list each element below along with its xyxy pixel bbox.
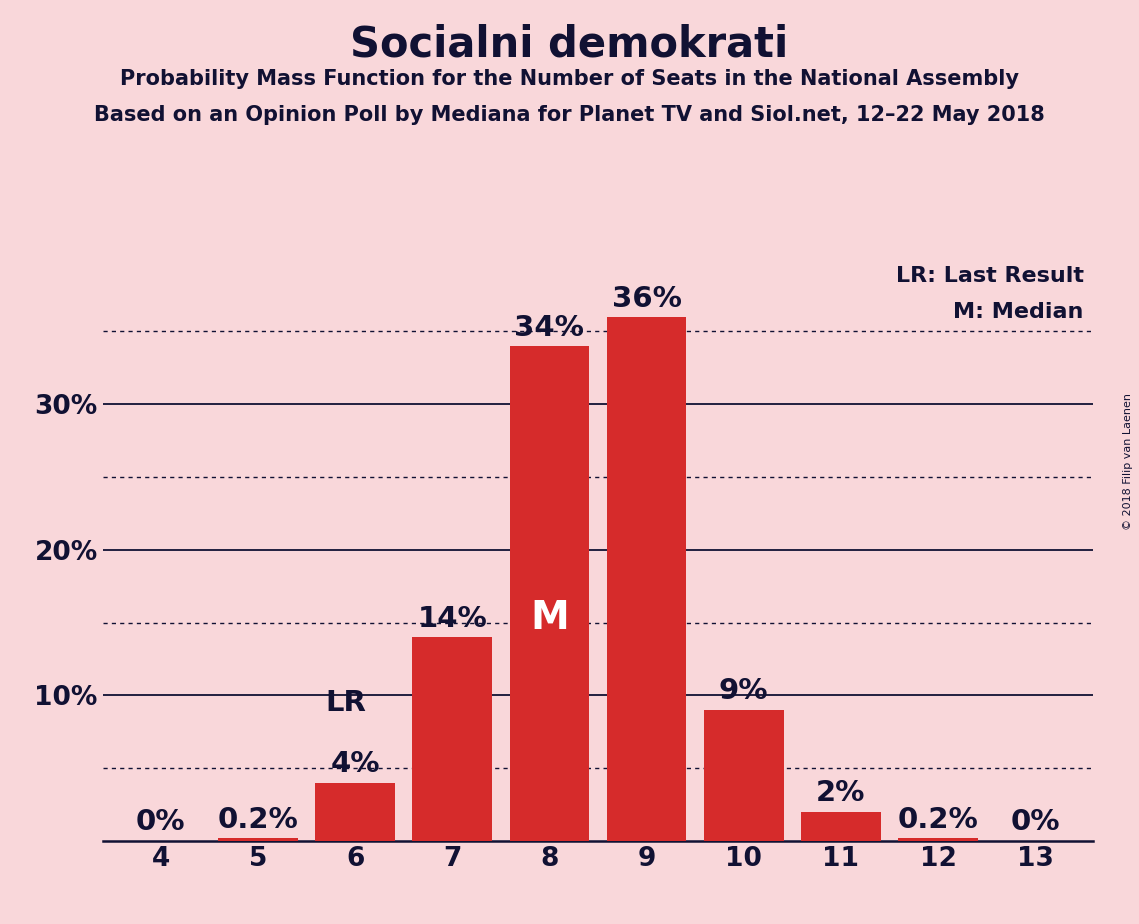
Bar bbox=[801, 812, 880, 841]
Text: M: M bbox=[530, 599, 568, 638]
Bar bbox=[218, 838, 297, 841]
Text: Probability Mass Function for the Number of Seats in the National Assembly: Probability Mass Function for the Number… bbox=[120, 69, 1019, 90]
Text: 0.2%: 0.2% bbox=[218, 806, 298, 833]
Bar bbox=[412, 638, 492, 841]
Text: 14%: 14% bbox=[417, 604, 487, 633]
Text: LR: Last Result: LR: Last Result bbox=[895, 266, 1083, 286]
Bar bbox=[704, 710, 784, 841]
Text: 0%: 0% bbox=[136, 808, 186, 836]
Text: 0%: 0% bbox=[1010, 808, 1060, 836]
Text: © 2018 Filip van Laenen: © 2018 Filip van Laenen bbox=[1123, 394, 1133, 530]
Bar bbox=[899, 838, 978, 841]
Bar bbox=[607, 317, 687, 841]
Text: 36%: 36% bbox=[612, 285, 681, 312]
Text: 4%: 4% bbox=[330, 750, 379, 778]
Text: Socialni demokrati: Socialni demokrati bbox=[351, 23, 788, 65]
Text: 0.2%: 0.2% bbox=[898, 806, 978, 833]
Text: 34%: 34% bbox=[515, 313, 584, 342]
Bar bbox=[316, 783, 395, 841]
Text: LR: LR bbox=[325, 689, 366, 717]
Bar bbox=[509, 346, 589, 841]
Text: M: Median: M: Median bbox=[953, 302, 1083, 322]
Text: 2%: 2% bbox=[817, 779, 866, 808]
Text: 9%: 9% bbox=[719, 677, 769, 706]
Text: Based on an Opinion Poll by Mediana for Planet TV and Siol.net, 12–22 May 2018: Based on an Opinion Poll by Mediana for … bbox=[95, 105, 1044, 126]
